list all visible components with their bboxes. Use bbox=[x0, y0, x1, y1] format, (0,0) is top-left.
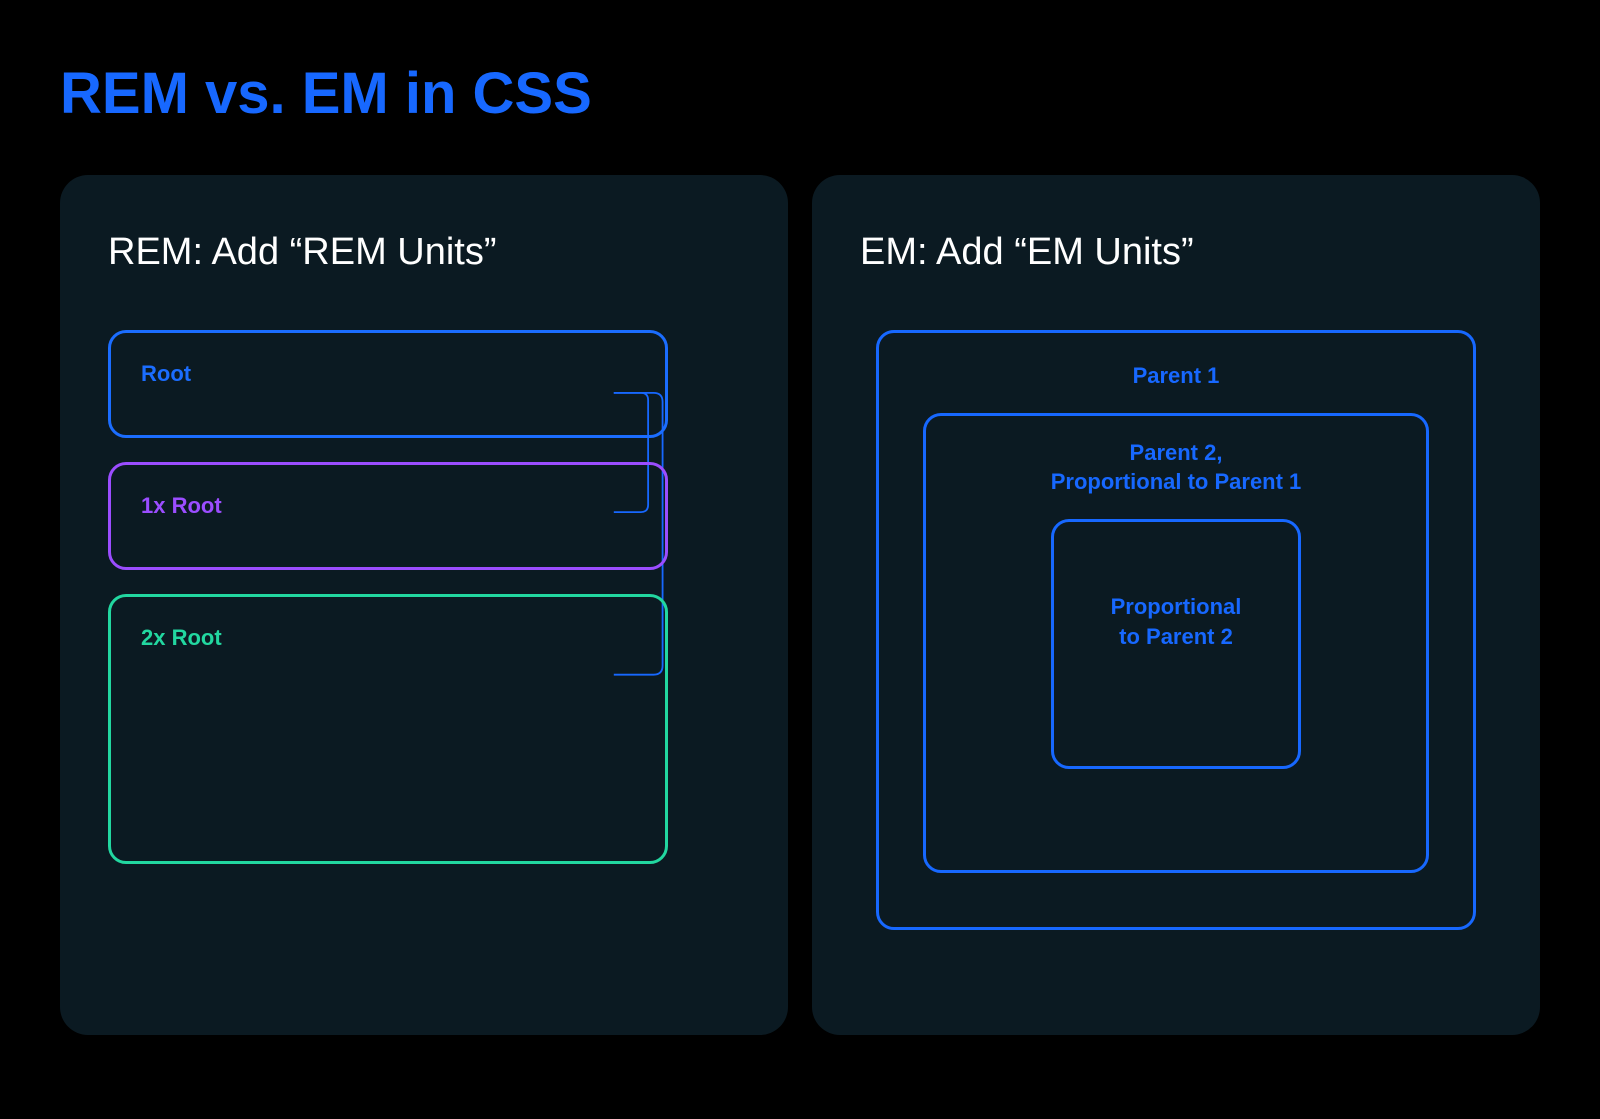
em-box-parent2: Parent 2,Proportional to Parent 1 Propor… bbox=[923, 413, 1429, 873]
em-box-child: Proportionalto Parent 2 bbox=[1051, 519, 1301, 769]
rem-box-root: Root bbox=[108, 330, 668, 438]
em-box-parent1: Parent 1 Parent 2,Proportional to Parent… bbox=[876, 330, 1476, 930]
panels-row: REM: Add “REM Units” Root 1x Root 2x Roo… bbox=[60, 175, 1540, 1035]
rem-stack: Root 1x Root 2x Root bbox=[108, 330, 668, 864]
rem-panel: REM: Add “REM Units” Root 1x Root 2x Roo… bbox=[60, 175, 788, 1035]
rem-panel-title: REM: Add “REM Units” bbox=[108, 231, 740, 274]
rem-box-2x: 2x Root bbox=[108, 594, 668, 864]
page-title: REM vs. EM in CSS bbox=[60, 60, 1540, 127]
rem-box-1x: 1x Root bbox=[108, 462, 668, 570]
em-panel: EM: Add “EM Units” Parent 1 Parent 2,Pro… bbox=[812, 175, 1540, 1035]
em-label-parent1: Parent 1 bbox=[923, 361, 1429, 391]
em-panel-title: EM: Add “EM Units” bbox=[860, 231, 1492, 274]
em-label-child: Proportionalto Parent 2 bbox=[1054, 592, 1298, 651]
em-label-parent2: Parent 2,Proportional to Parent 1 bbox=[970, 438, 1382, 497]
